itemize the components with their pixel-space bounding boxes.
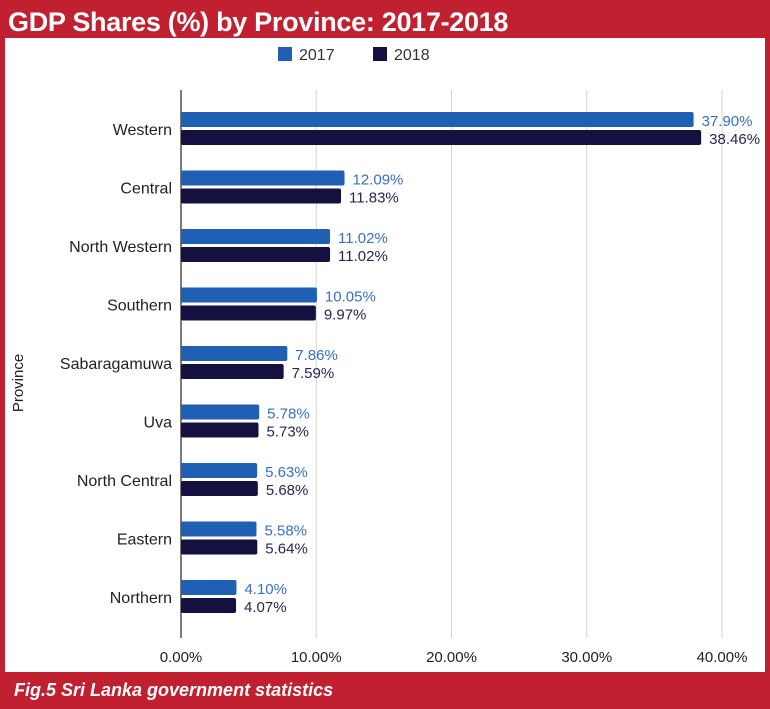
bar-2018	[181, 539, 258, 555]
bar-2017	[181, 170, 345, 186]
data-label-2018: 5.73%	[266, 424, 309, 441]
bar-2017	[181, 112, 694, 127]
x-tick-label: 20.00%	[426, 649, 477, 666]
data-label-2017: 5.63%	[265, 464, 308, 481]
data-label-2017: 12.09%	[353, 172, 404, 189]
category-label: Northern	[110, 590, 172, 607]
category-label: North Central	[77, 473, 172, 490]
data-label-2017: 11.02%	[338, 230, 388, 247]
bar-2018	[181, 598, 237, 613]
bar-2018	[181, 422, 259, 438]
chart-panel: 0.00% 10.00% 20.00% 30.00% 40.00% 2017 2018 Pro…	[5, 38, 765, 672]
data-label-2018: 5.64%	[265, 541, 308, 558]
data-label-2017: 5.58%	[264, 523, 307, 540]
x-tick-label: 30.00%	[561, 649, 612, 666]
data-label-2018: 9.97%	[324, 307, 367, 324]
category-label: Southern	[107, 298, 172, 315]
bar-2018	[181, 305, 316, 321]
figure-caption: Fig.5 Sri Lanka government statistics	[14, 680, 334, 700]
legend-label: 2017	[299, 47, 335, 64]
bar-2018	[181, 188, 342, 204]
bar-2017	[181, 521, 257, 537]
chart-title: GDP Shares (%) by Province: 2017-2018	[8, 7, 509, 37]
data-label-2017: 4.10%	[244, 581, 287, 598]
bar-2018	[181, 364, 284, 379]
y-axis-label: Province	[10, 354, 27, 412]
bar-2017	[181, 346, 288, 361]
x-tick-label: 0.00%	[160, 649, 203, 666]
legend-label: 2018	[394, 47, 430, 64]
data-label-2018: 38.46%	[709, 131, 760, 148]
category-label: Western	[113, 122, 172, 139]
bar-2017	[181, 404, 260, 420]
bar-2018	[181, 130, 702, 145]
bar-chart: 0.00% 10.00% 20.00% 30.00% 40.00% 2017 2018 Pro…	[10, 47, 760, 666]
category-label: Sabaragamuwa	[60, 356, 172, 373]
data-label-2017: 37.90%	[702, 113, 753, 130]
bar-2018	[181, 247, 331, 262]
data-label-2017: 5.78%	[267, 406, 310, 423]
data-label-2018: 7.59%	[292, 365, 335, 382]
bar-2017	[181, 287, 317, 303]
bar-2017	[181, 229, 331, 244]
category-label: North Western	[69, 239, 172, 256]
category-label: Eastern	[117, 532, 172, 549]
data-label-2018: 4.07%	[244, 599, 287, 616]
category-label: Uva	[144, 415, 173, 432]
bar-2018	[181, 481, 258, 496]
category-label: Central	[120, 181, 172, 198]
x-tick-label: 10.00%	[291, 649, 342, 666]
data-label-2018: 11.83%	[349, 190, 399, 207]
data-label-2018: 5.68%	[266, 482, 309, 499]
data-label-2017: 7.86%	[295, 347, 338, 364]
bar-2017	[181, 463, 258, 478]
data-label-2018: 11.02%	[338, 248, 388, 265]
legend-swatch	[373, 47, 387, 61]
legend-swatch	[278, 47, 292, 61]
data-label-2017: 10.05%	[325, 289, 376, 306]
bar-2017	[181, 580, 237, 595]
x-tick-label: 40.00%	[697, 649, 748, 666]
